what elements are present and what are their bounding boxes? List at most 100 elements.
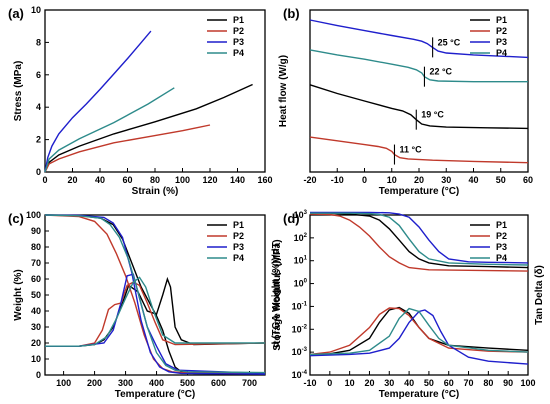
legend-label-p2: P2 [233,26,244,36]
series-p1 [309,84,529,130]
y-tick-label: 40 [31,306,41,316]
transition-label: 25 °C [438,37,461,47]
y-tick-label: 10-3 [292,347,308,357]
y-tick-label: 102 [294,233,308,243]
series-p3-weight [44,214,266,375]
series-p2 [309,136,529,164]
y-axis-label: Weight (%) [13,269,24,320]
legend-label-p3: P3 [233,242,244,252]
legend-label-p1: P1 [233,220,244,230]
y-tick-label: 10 [31,5,41,15]
legend-label-p1: P1 [233,15,244,25]
y-tick-label: 100 [26,210,41,220]
series-p4-tan_delta [309,307,529,356]
y-tick-label: 90 [31,226,41,236]
y-tick-exponent: -2 [302,324,308,330]
y-tick-label: 2 [36,135,41,145]
y-tick-exponent: 0 [304,279,308,285]
y-tick-label: 10-1 [292,301,308,311]
legend-label-p4: P4 [233,48,244,58]
y-tick-label: 0 [36,370,41,380]
y-tick-label: 8 [36,37,41,47]
x-tick-label: 140 [230,175,245,185]
x-tick-label: 100 [175,175,190,185]
series-p1 [44,83,253,173]
x-axis-label: Temperature (°C) [379,186,460,197]
y2-axis-label: Tan Delta (δ) [534,265,545,325]
x-axis-label: Temperature (°C) [115,389,196,400]
x-tick-label: 20 [414,175,424,185]
y-tick-label: 70 [31,258,41,268]
x-tick-label: 30 [441,175,451,185]
y-tick-exponent: 2 [304,233,308,239]
series-p2-derivative [45,281,266,347]
x-tick-label: 80 [483,378,493,388]
x-tick-label: -10 [331,175,344,185]
series-p4 [44,87,175,173]
transition-label: 19 °C [421,110,444,120]
series-p1-storage_modulus [310,212,529,269]
y-tick-label: 50 [31,290,41,300]
y-axis-label: Heat flow (W/g) [278,55,289,127]
plot-frame [44,9,266,173]
series-p4-storage_modulus [310,212,529,266]
y-axis-label: Storage Modulus (MPa) [272,239,283,350]
x-tick-label: 0 [327,378,332,388]
y2-axis-label: d (TGA Weight (%))/dT [271,242,282,348]
y-tick-label: 100 [294,279,308,289]
x-tick-label: 0 [362,175,367,185]
x-tick-label: 0 [42,175,47,185]
transition-label: 22 °C [429,67,452,77]
y-tick-label: 30 [31,322,41,332]
series-p4-derivative [45,276,265,347]
x-tick-label: 70 [464,378,474,388]
legend-label-p1: P1 [496,220,507,230]
panel-b: (b) -20 -10 0 10 20 30 40 50 60 Temperature (°C) He… [278,6,533,197]
y-tick-label: 4 [36,102,41,112]
x-tick-label: 10 [345,378,355,388]
plot-frame [309,214,529,376]
x-tick-label: 50 [496,175,506,185]
x-tick-label: -10 [303,378,316,388]
y-tick-exponent: 1 [304,256,308,262]
legend-label-p4: P4 [496,48,507,58]
legend-label-p3: P3 [496,242,507,252]
x-tick-label: 60 [444,378,454,388]
y-tick-exponent: 3 [304,210,308,216]
x-tick-label: 200 [87,378,102,388]
panel-label: (c) [8,211,24,226]
x-axis-label: Strain (%) [132,186,179,197]
series-p2-tan_delta [309,307,529,356]
x-tick-label: 40 [468,175,478,185]
x-tick-label: 120 [202,175,217,185]
series-p3 [309,19,529,59]
y-tick-label: 10-4 [292,370,308,380]
y-tick-label: 6 [36,70,41,80]
x-tick-label: 50 [424,378,434,388]
x-tick-label: 20 [67,175,77,185]
legend-label-p4: P4 [496,253,507,263]
series-p4 [309,49,528,83]
x-tick-label: 300 [118,378,133,388]
panel-d: (d)-10 0 10 20 30 40 50 60 70 80 90 100Temperature … [272,210,545,400]
y-tick-label: 80 [31,242,41,252]
plot-frame [44,214,266,376]
panel-label: (d) [283,211,300,226]
legend-label-p2: P2 [496,231,507,241]
legend-label-p3: P3 [496,37,507,47]
panel-label: (a) [8,6,24,21]
x-tick-label: 40 [404,378,414,388]
x-tick-label: -20 [303,175,316,185]
x-axis-label: Temperature (°C) [379,389,460,400]
x-tick-label: 80 [150,175,160,185]
y-tick-label: 10-2 [292,324,308,334]
legend-label-p4: P4 [233,253,244,263]
x-tick-label: 90 [503,378,513,388]
series-p3-tan_delta [309,309,529,365]
legend-label-p2: P2 [233,231,244,241]
panel-label: (b) [283,6,300,21]
